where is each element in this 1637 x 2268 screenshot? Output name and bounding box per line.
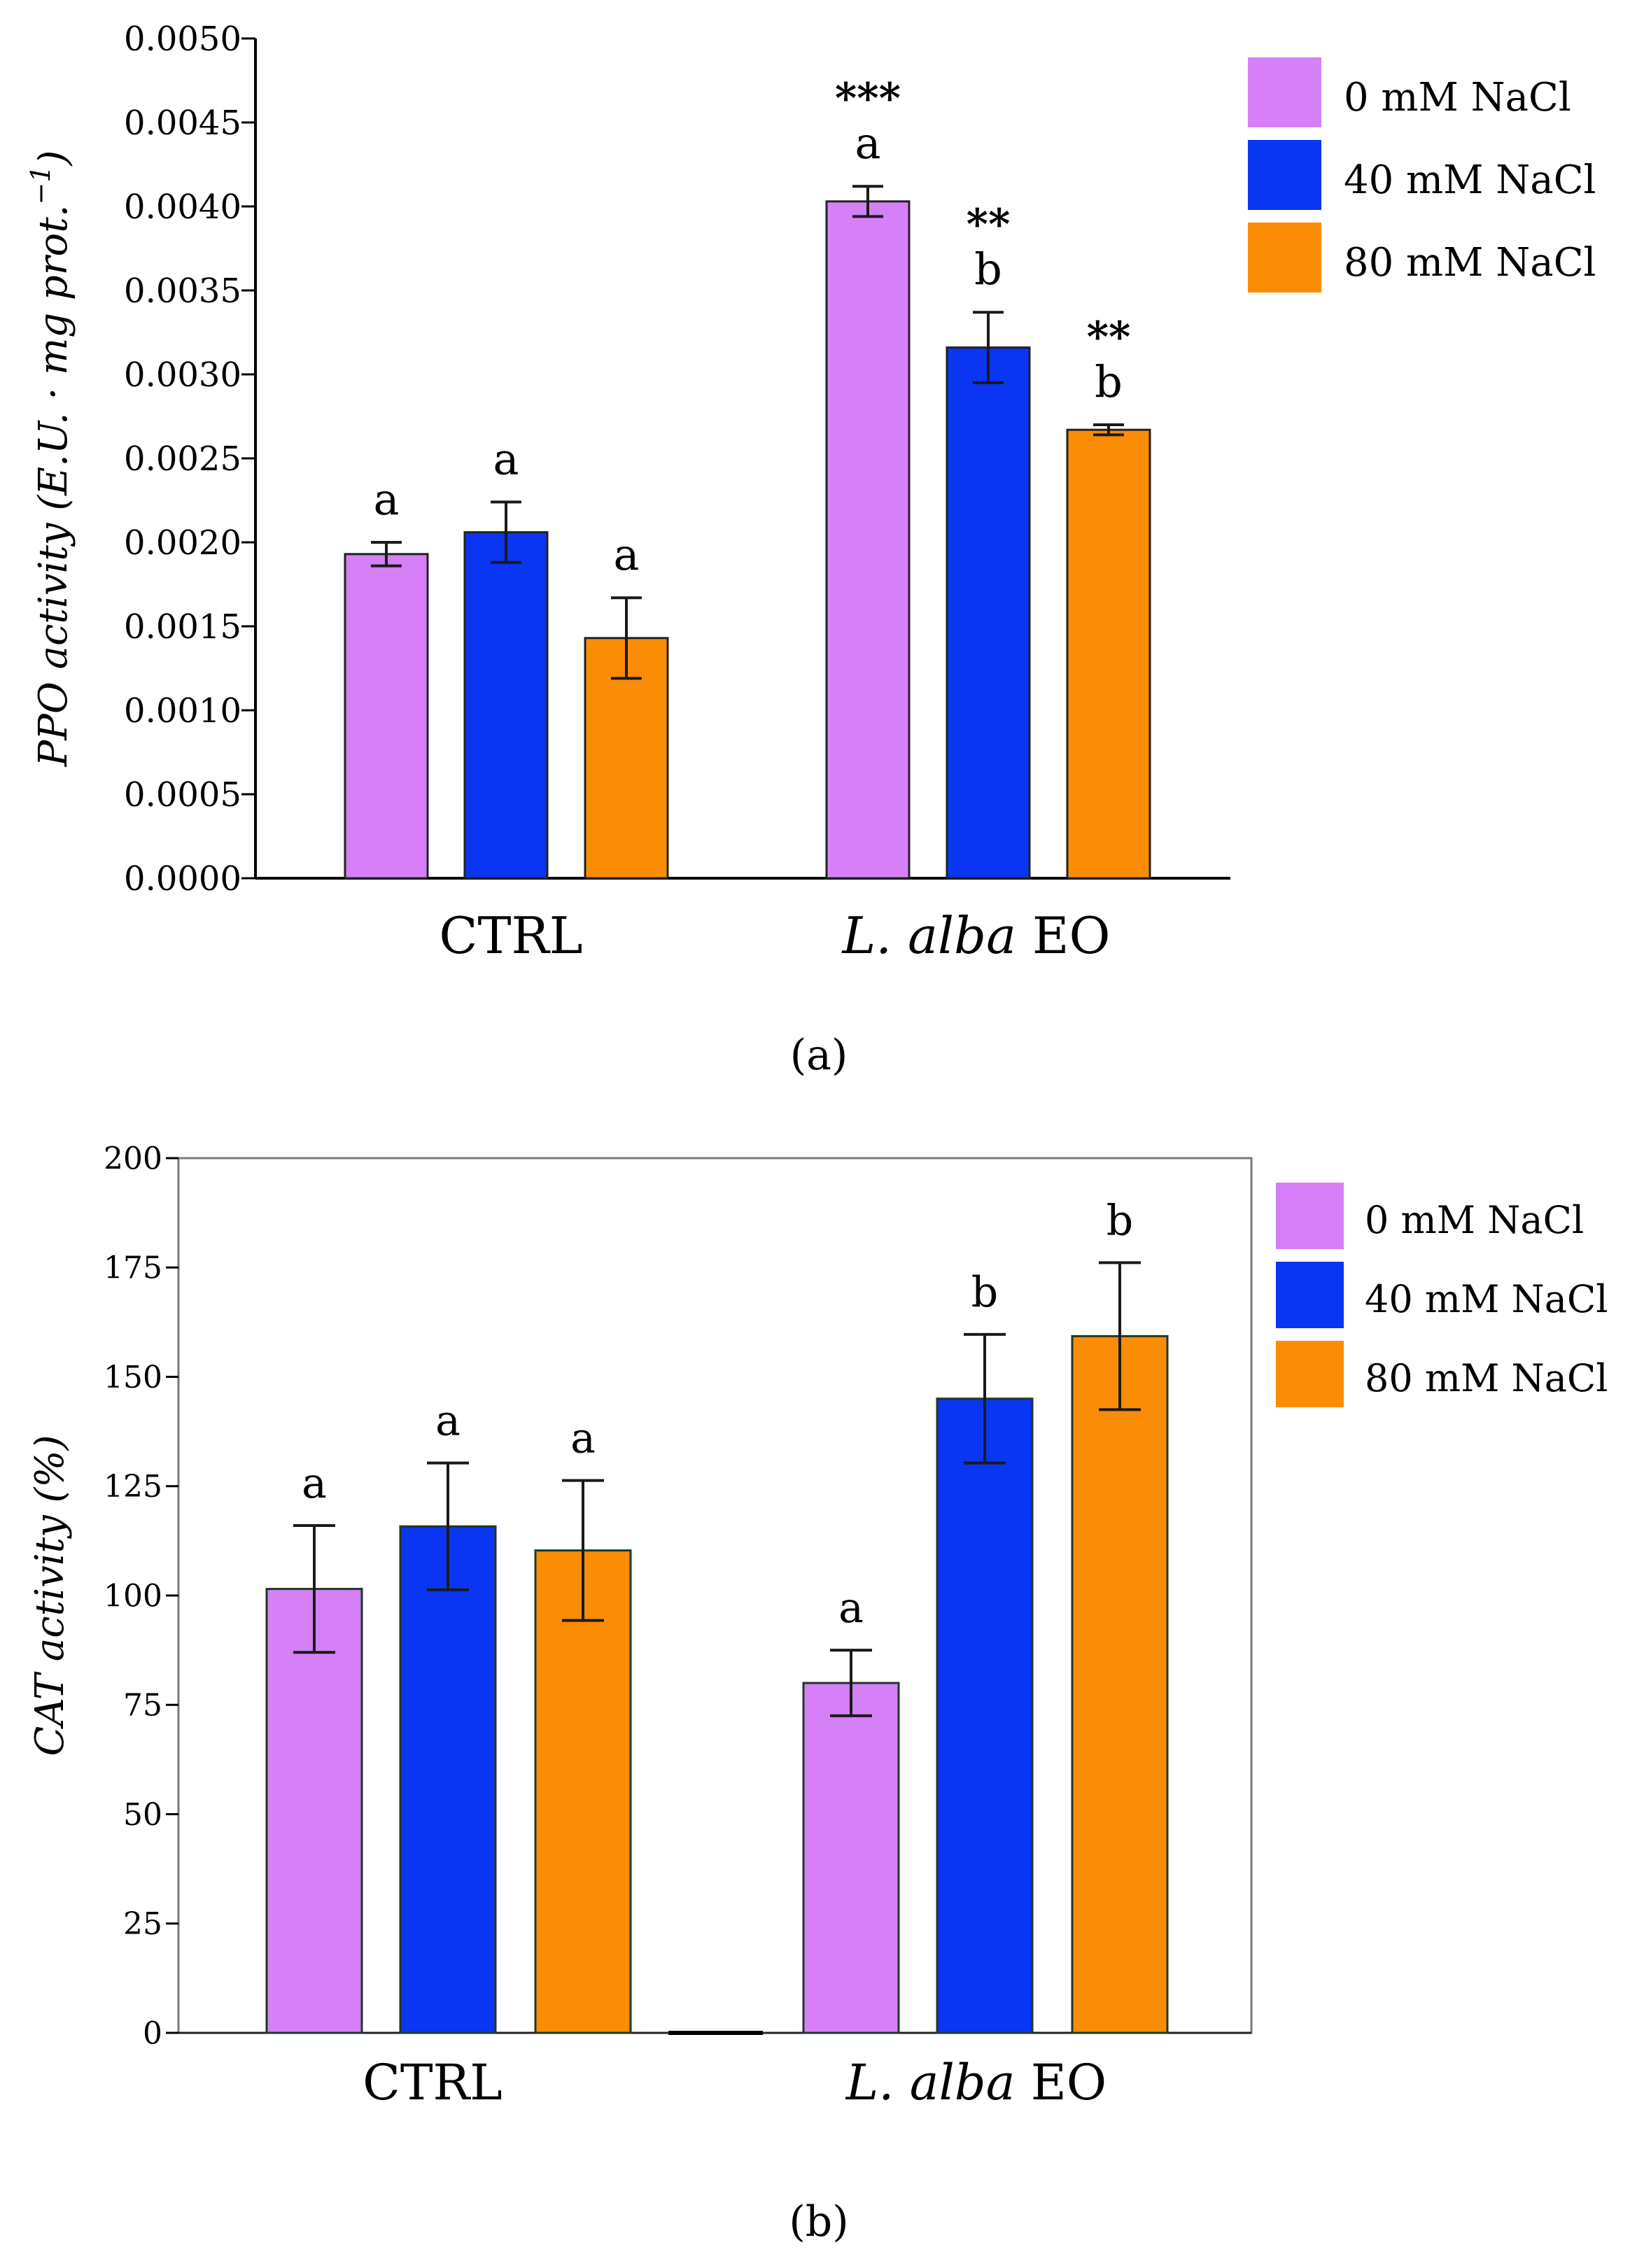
panel-a-y-tick-label: 0.0020 (124, 523, 241, 563)
panel-b-y-tick-label: 175 (104, 1251, 162, 1286)
panel-b-y-tick-label: 0 (143, 2015, 162, 2051)
legend-a-label-0mm: 0 mM NaCl (1344, 75, 1571, 120)
panel-b-significance-letter: a (302, 1459, 327, 1508)
panel-a-y-tick-label: 0.0050 (124, 20, 241, 59)
panel-a-significance-letter: a (614, 529, 640, 580)
panel-a-significance-stars: *** (835, 74, 901, 123)
panel-a-bar (1066, 428, 1151, 880)
panel-a-bars: aa***ab**ab** (344, 74, 1151, 880)
panel-a-y-tick-label: 0.0025 (124, 439, 241, 479)
panel-b-bar (802, 1682, 900, 2034)
panel-a-significance-stars: ** (1087, 313, 1131, 362)
panel-b-bar (265, 1588, 363, 2034)
panel-b-legend: 0 mM NaCl 40 mM NaCl 80 mM NaCl (1276, 1183, 1608, 1407)
panel-b-bar (534, 1549, 632, 2034)
panel-b-y-ticks: 0 25 50 75 100 125 150 175 200 (104, 1141, 178, 2051)
panel-a-y-axis-label: PPO activity (E.U. · mg prot.−1) (25, 150, 76, 768)
legend-a-swatch-80mm (1248, 223, 1321, 293)
panel-a-bar (825, 200, 911, 880)
panel-b-significance-letter: a (570, 1414, 596, 1463)
panel-b-y-tick-label: 100 (104, 1578, 162, 1614)
panel-b-significance-letter: b (1106, 1196, 1133, 1245)
legend-b-label-80mm: 80 mM NaCl (1365, 1356, 1608, 1400)
panel-b-y-tick-label: 150 (104, 1360, 162, 1395)
panel-a-bar (344, 553, 429, 880)
panel-a-significance-letter: a (493, 433, 519, 484)
panel-a-significance-letter: a (855, 118, 881, 169)
legend-a-label-80mm: 80 mM NaCl (1344, 240, 1596, 286)
legend-b-label-40mm: 40 mM NaCl (1365, 1277, 1608, 1321)
panel-a-y-tick-label: 0.0010 (124, 691, 241, 731)
panel-a-legend: 0 mM NaCl 40 mM NaCl 80 mM NaCl (1248, 57, 1596, 293)
panel-a-y-tick-label: 0.0030 (124, 355, 241, 395)
panel-a-bar (463, 531, 549, 880)
panel-a-group-label-ctrl: CTRL (439, 906, 582, 965)
panel-a: 0.0000 0.0005 0.0010 0.0015 0.0020 0.0025 0.00… (25, 20, 1596, 1080)
panel-b-significance-letter: a (435, 1397, 461, 1446)
legend-a-label-40mm: 40 mM NaCl (1344, 157, 1596, 203)
panel-b-group-label-ctrl: CTRL (363, 2054, 502, 2111)
panel-a-y-tick-label: 0.0035 (124, 272, 241, 311)
panel-a-significance-stars: ** (967, 200, 1011, 249)
panel-b-y-tick-label: 75 (123, 1688, 162, 1724)
legend-b-swatch-40mm (1276, 1262, 1344, 1328)
panel-a-y-tick-label: 0.0040 (124, 188, 241, 227)
panel-b-significance-letter: b (971, 1268, 998, 1317)
panel-a-significance-letter: a (374, 474, 400, 525)
panel-b-y-tick-label: 125 (104, 1469, 162, 1505)
panel-b-bar (399, 1525, 497, 2034)
panel-a-bar (946, 346, 1031, 880)
legend-a-swatch-0mm (1248, 57, 1321, 127)
panel-a-y-tick-label: 0.0045 (124, 104, 241, 143)
panel-a-y-tick-label: 0.0000 (124, 859, 241, 899)
panel-b-bars: a a a b a b (265, 1196, 1169, 2034)
panel-b-y-tick-label: 200 (104, 1141, 162, 1176)
panel-b-significance-letter: a (838, 1584, 864, 1633)
panel-a-y-tick-label: 0.0005 (124, 775, 241, 815)
panel-a-y-tick-label: 0.0015 (124, 607, 241, 647)
panel-b-caption: (b) (789, 2197, 848, 2246)
panel-b-bar (936, 1397, 1034, 2034)
legend-b-swatch-0mm (1276, 1183, 1344, 1249)
panel-b-group-label-lalba: L. alba EO (845, 2054, 1106, 2111)
panel-a-y-ticks: 0.0000 0.0005 0.0010 0.0015 0.0020 0.0025 0.00… (124, 20, 255, 899)
legend-b-label-0mm: 0 mM NaCl (1365, 1198, 1584, 1242)
panel-b-y-axis-label: CAT activity (%) (27, 1435, 73, 1756)
panel-a-caption: (a) (790, 1031, 848, 1080)
panel-a-significance-letter: b (974, 244, 1002, 295)
panel-a-significance-letter: b (1095, 356, 1123, 407)
legend-a-swatch-40mm (1248, 140, 1321, 210)
panel-a-group-label-lalba: L. alba EO (841, 906, 1110, 965)
panel-b-y-tick-label: 50 (123, 1797, 162, 1833)
legend-b-swatch-80mm (1276, 1341, 1344, 1407)
panel-b-y-tick-label: 25 (123, 1906, 162, 1942)
panel-b-bar (1071, 1334, 1169, 2034)
